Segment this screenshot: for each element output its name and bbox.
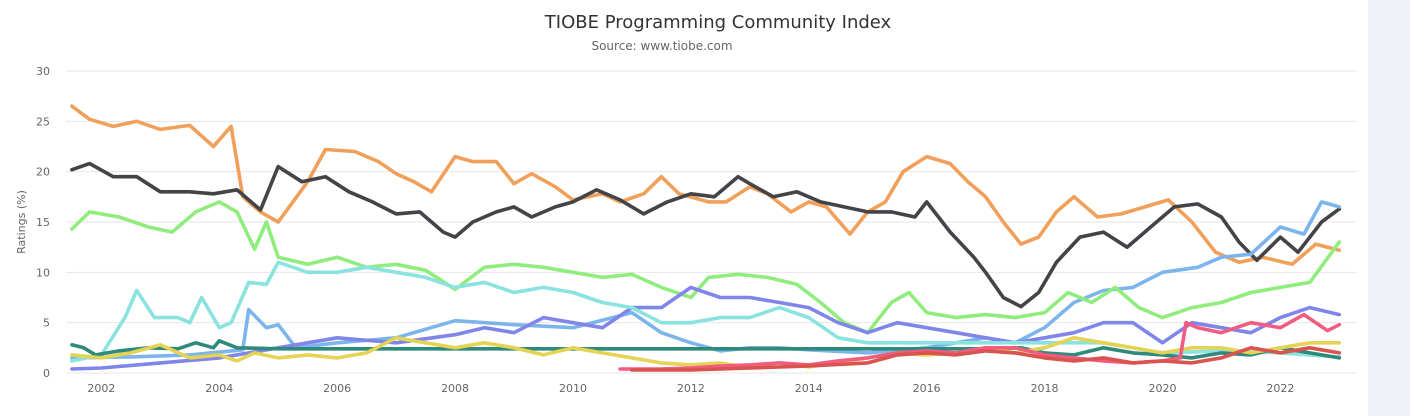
x-tick-label: 2006 [323, 382, 351, 395]
series-line-6[interactable] [70, 260, 1342, 363]
y-tick-label: 5 [43, 317, 50, 330]
y-tick-label: 20 [36, 166, 50, 179]
x-tick-label: 2012 [677, 382, 705, 395]
series-line-8[interactable] [70, 336, 1342, 370]
y-tick-label: 30 [36, 65, 50, 78]
side-panel [1368, 0, 1410, 416]
x-tick-label: 2014 [795, 382, 823, 395]
x-tick-label: 2018 [1031, 382, 1059, 395]
x-tick-label: 2022 [1266, 382, 1294, 395]
series-line-9[interactable] [618, 312, 1342, 371]
x-tick-label: 2008 [441, 382, 469, 395]
x-tick-label: 2016 [913, 382, 941, 395]
series-line-2[interactable] [70, 161, 1342, 309]
y-axis-title: Ratings (%) [15, 190, 28, 254]
y-tick-label: 0 [43, 367, 50, 380]
y-tick-label: 15 [36, 216, 50, 229]
x-tick-label: 2010 [559, 382, 587, 395]
y-tick-label: 25 [36, 115, 50, 128]
line-chart: TIOBE Programming Community Index Source… [15, 12, 1357, 395]
x-tick-label: 2002 [87, 382, 115, 395]
series-line-4[interactable] [70, 200, 1342, 335]
x-tick-label: 2004 [205, 382, 233, 395]
x-tick-label: 2020 [1148, 382, 1176, 395]
y-tick-label: 10 [36, 266, 50, 279]
series-line-1[interactable] [70, 104, 1342, 267]
series-line-5[interactable] [70, 285, 1342, 371]
series-line-10[interactable] [630, 346, 1342, 372]
chart-title: TIOBE Programming Community Index [544, 12, 892, 33]
chart-subtitle: Source: www.tiobe.com [591, 39, 732, 53]
